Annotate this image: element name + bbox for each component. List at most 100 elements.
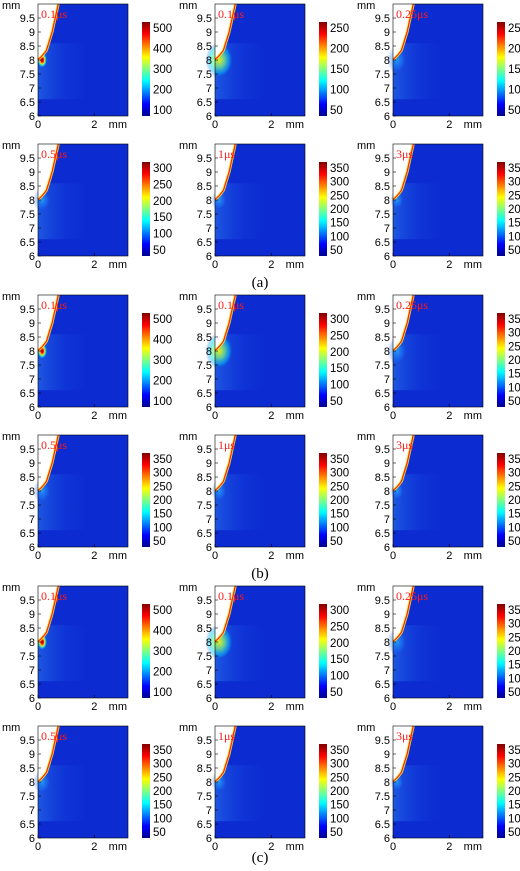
time-label: 0.5μs bbox=[41, 438, 67, 452]
y-tick-label: 8 bbox=[29, 346, 35, 358]
x-unit-label: mm bbox=[464, 119, 482, 131]
electrode-edge bbox=[214, 434, 236, 491]
time-label: 0.1μs bbox=[41, 589, 67, 603]
colorbar-tick-label: 200 bbox=[330, 44, 349, 56]
colorbar-tick-label: 250 bbox=[153, 772, 172, 784]
y-tick-label: 9 bbox=[29, 458, 35, 470]
colorbar bbox=[142, 22, 150, 116]
x-tick-label: 0 bbox=[390, 410, 396, 422]
y-tick-label: 7 bbox=[29, 223, 35, 235]
y-tick-label: 6 bbox=[384, 833, 390, 845]
time-label: 1μs bbox=[218, 729, 235, 743]
y-unit-label: mm bbox=[179, 291, 197, 303]
y-tick-label: 7.5 bbox=[197, 209, 212, 221]
y-tick-label: 6 bbox=[206, 402, 212, 414]
x-unit-label: mm bbox=[286, 119, 304, 131]
y-unit-label: mm bbox=[2, 140, 20, 152]
y-tick-label: 6.5 bbox=[20, 528, 35, 540]
y-tick-label: 8 bbox=[206, 637, 212, 649]
y-tick-label: 8.5 bbox=[375, 623, 390, 635]
y-tick-label: 8.5 bbox=[375, 41, 390, 53]
colorbar-tick-label: 500 bbox=[153, 314, 172, 326]
y-tick-label: 7 bbox=[29, 665, 35, 677]
y-tick-label: 6 bbox=[29, 693, 35, 705]
y-tick-label: 9.5 bbox=[375, 444, 390, 456]
y-tick-label: 8.5 bbox=[375, 332, 390, 344]
y-tick-label: 8 bbox=[29, 637, 35, 649]
colorbar-tick-label: 200 bbox=[153, 196, 172, 208]
colorbar-tick-label: 250 bbox=[508, 481, 520, 493]
electrode-shape bbox=[215, 144, 236, 200]
colorbar-tick-label: 250 bbox=[330, 23, 349, 35]
y-tick-label: 8.5 bbox=[20, 332, 35, 344]
time-label: 0.25μs bbox=[396, 7, 428, 21]
electrode-shape bbox=[38, 295, 59, 351]
colorbar-tick-label: 200 bbox=[508, 646, 520, 658]
colorbar-tick-label: 200 bbox=[330, 638, 349, 650]
y-unit-label: mm bbox=[179, 0, 197, 12]
y-tick-label: 7 bbox=[384, 83, 390, 95]
y-tick-label: 6 bbox=[29, 402, 35, 414]
y-tick-label: 9 bbox=[206, 27, 212, 39]
time-label: 0.1μs bbox=[218, 7, 244, 21]
y-tick-label: 6.5 bbox=[20, 388, 35, 400]
colorbar bbox=[497, 162, 505, 256]
x-tick-label: 0 bbox=[35, 550, 41, 562]
colorbar-tick-label: 50 bbox=[508, 827, 520, 839]
electrode-edge bbox=[214, 143, 236, 200]
time-label: 3μs bbox=[396, 438, 413, 452]
x-tick-label: 2 bbox=[91, 841, 97, 853]
colorbar-tick-label: 150 bbox=[330, 509, 349, 521]
x-tick-label: 0 bbox=[212, 550, 218, 562]
y-tick-label: 9.5 bbox=[197, 153, 212, 165]
colorbar-tick-label: 200 bbox=[508, 495, 520, 507]
y-tick-label: 7 bbox=[384, 514, 390, 526]
y-unit-label: mm bbox=[357, 140, 375, 152]
x-unit-label: mm bbox=[286, 410, 304, 422]
electrode-shape bbox=[215, 4, 236, 60]
y-tick-label: 7.5 bbox=[20, 500, 35, 512]
y-tick-label: 7.5 bbox=[197, 360, 212, 372]
y-tick-label: 9 bbox=[384, 167, 390, 179]
y-tick-label: 9.5 bbox=[375, 735, 390, 747]
y-tick-label: 7.5 bbox=[20, 360, 35, 372]
y-tick-label: 9.5 bbox=[197, 444, 212, 456]
y-tick-label: 6.5 bbox=[197, 679, 212, 691]
colorbar-tick-label: 200 bbox=[153, 786, 172, 798]
colorbar-tick-label: 100 bbox=[153, 813, 172, 825]
y-tick-label: 6 bbox=[206, 693, 212, 705]
colorbar-tick-label: 400 bbox=[153, 44, 172, 56]
colorbar-tick-label: 100 bbox=[153, 396, 172, 408]
field-wave bbox=[38, 334, 101, 391]
y-tick-label: 6.5 bbox=[197, 97, 212, 109]
x-tick-label: 0 bbox=[212, 119, 218, 131]
y-tick-label: 9.5 bbox=[20, 153, 35, 165]
x-tick-label: 2 bbox=[446, 841, 452, 853]
colorbar bbox=[319, 604, 327, 698]
x-unit-label: mm bbox=[109, 410, 127, 422]
colorbar-tick-label: 50 bbox=[330, 105, 343, 117]
group-caption: (c) bbox=[252, 850, 269, 866]
y-tick-label: 8 bbox=[206, 486, 212, 498]
colorbar bbox=[319, 744, 327, 838]
colorbar-tick-label: 100 bbox=[153, 522, 172, 534]
y-tick-label: 7 bbox=[206, 83, 212, 95]
y-tick-label: 7 bbox=[206, 514, 212, 526]
y-tick-label: 6 bbox=[384, 251, 390, 263]
tip-hotspot bbox=[387, 46, 408, 74]
time-label: 0.5μs bbox=[41, 729, 67, 743]
colorbar-tick-label: 300 bbox=[153, 64, 172, 76]
y-tick-label: 8.5 bbox=[20, 41, 35, 53]
y-tick-label: 6.5 bbox=[375, 679, 390, 691]
electrode-shape bbox=[215, 726, 236, 782]
field-wave bbox=[215, 474, 278, 531]
time-label: 3μs bbox=[396, 147, 413, 161]
y-tick-label: 7.5 bbox=[375, 360, 390, 372]
time-label: 0.5μs bbox=[41, 147, 67, 161]
y-unit-label: mm bbox=[179, 582, 197, 594]
y-tick-label: 8.5 bbox=[20, 181, 35, 193]
y-tick-label: 6 bbox=[206, 833, 212, 845]
y-tick-label: 8 bbox=[384, 486, 390, 498]
colorbar-tick-label: 150 bbox=[330, 218, 349, 230]
field-wave bbox=[215, 183, 278, 240]
